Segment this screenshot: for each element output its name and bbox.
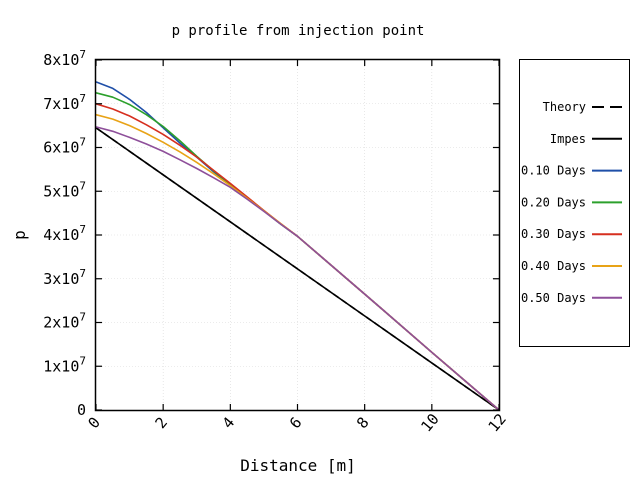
legend-label: 0.10 Days (521, 164, 586, 178)
legend-label: Impes (550, 132, 586, 146)
legend-label: 0.20 Days (521, 195, 586, 209)
y-tick-label: 1x107 (43, 354, 86, 375)
legend-items: Theory Impes 0.10 Days 0.20 Days 0.30 Days 0.… (521, 100, 622, 305)
x-tick-label: 12 (484, 410, 509, 435)
series-line (95, 103, 500, 411)
x-tick-label: 0 (84, 414, 104, 432)
y-tick-label: 5x107 (43, 179, 86, 200)
y-tick-label: 7x107 (43, 92, 86, 113)
y-tick-label: 0 (77, 401, 86, 419)
legend: Theory Impes 0.10 Days 0.20 Days 0.30 Days 0.… (519, 59, 630, 347)
y-tick-label: 2x107 (43, 311, 86, 332)
x-axis-label: Distance [m] (240, 456, 356, 475)
y-tick-label: 3x107 (43, 267, 86, 288)
x-tick-label: 4 (219, 414, 239, 432)
x-tick-label: 10 (417, 410, 442, 435)
series-line (95, 126, 500, 411)
y-axis-label: p (10, 230, 29, 240)
x-tick-labels: 0 2 4 6 8 10 12 (84, 410, 509, 435)
plot-frame (94, 58, 501, 412)
series-line (95, 127, 500, 411)
series-layer (95, 81, 500, 411)
x-tick-label: 8 (353, 414, 373, 432)
x-tick-label: 6 (286, 414, 306, 432)
legend-label: 0.30 Days (521, 227, 586, 241)
y-tick-labels: 0 1x107 2x107 3x107 4x107 5x107 6x107 7x107 8x10… (43, 48, 86, 419)
y-tick-label: 8x107 (43, 48, 86, 69)
y-tick-label: 6x107 (43, 136, 86, 157)
series-line (95, 113, 500, 411)
legend-label: 0.40 Days (521, 259, 586, 273)
axis-ticks (95, 59, 500, 411)
series-line (95, 92, 500, 411)
y-tick-label: 4x107 (43, 223, 86, 244)
legend-label: Theory (543, 100, 586, 114)
chart-title: p profile from injection point (172, 23, 425, 39)
legend-label: 0.50 Days (521, 291, 586, 305)
x-tick-label: 2 (152, 414, 172, 432)
